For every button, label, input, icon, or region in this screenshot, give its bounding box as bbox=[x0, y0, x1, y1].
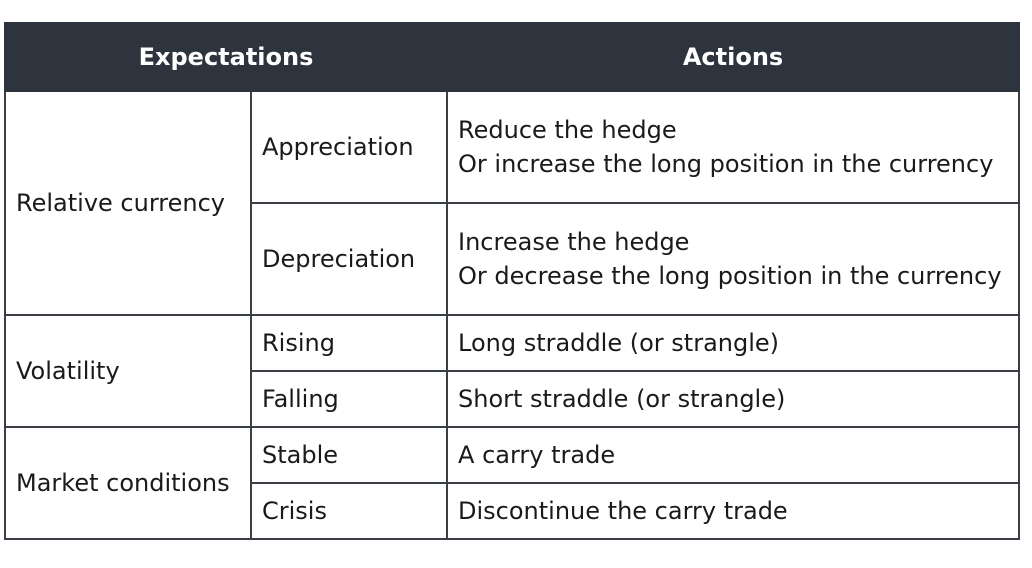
table-row: Relative currency Appreciation Reduce th… bbox=[4, 90, 1021, 316]
action-line: Or decrease the long position in the cur… bbox=[458, 262, 1002, 290]
action-cell: Increase the hedge Or decrease the long … bbox=[446, 202, 1021, 316]
action-cell: Reduce the hedge Or increase the long po… bbox=[446, 90, 1021, 204]
header-actions: Actions bbox=[446, 22, 1021, 92]
table-row: Falling Short straddle (or strangle) bbox=[5, 370, 1021, 428]
action-line: Increase the hedge bbox=[458, 228, 690, 256]
expectations-actions-table: Expectations Actions Relative currency A… bbox=[3, 22, 1021, 540]
header-row: Expectations Actions bbox=[3, 22, 1021, 92]
category-cell: Relative currency bbox=[4, 90, 252, 316]
expectations-actions-table-container: Expectations Actions Relative currency A… bbox=[3, 22, 1021, 540]
category-cell: Market conditions bbox=[4, 426, 252, 540]
expectation-cell: Falling bbox=[249, 370, 449, 428]
table-row: Crisis Discontinue the carry trade bbox=[5, 482, 1021, 540]
header-expectations: Expectations bbox=[3, 22, 449, 92]
table-row: Volatility Rising Long straddle (or stra… bbox=[4, 314, 1021, 428]
expectation-cell: Crisis bbox=[249, 482, 449, 540]
expectation-cell: Stable bbox=[249, 426, 449, 484]
action-cell: Short straddle (or strangle) bbox=[446, 370, 1021, 428]
action-cell: Long straddle (or strangle) bbox=[446, 314, 1021, 372]
table-row: Depreciation Increase the hedge Or decre… bbox=[5, 202, 1021, 316]
expectation-cell: Depreciation bbox=[249, 202, 449, 316]
action-cell: Discontinue the carry trade bbox=[446, 482, 1021, 540]
action-line: Reduce the hedge bbox=[458, 116, 677, 144]
action-cell: A carry trade bbox=[446, 426, 1021, 484]
table-row: Market conditions Stable A carry trade bbox=[4, 426, 1021, 540]
expectation-cell: Appreciation bbox=[249, 90, 449, 204]
category-cell: Volatility bbox=[4, 314, 252, 428]
action-line: Or increase the long position in the cur… bbox=[458, 150, 994, 178]
expectation-cell: Rising bbox=[249, 314, 449, 372]
